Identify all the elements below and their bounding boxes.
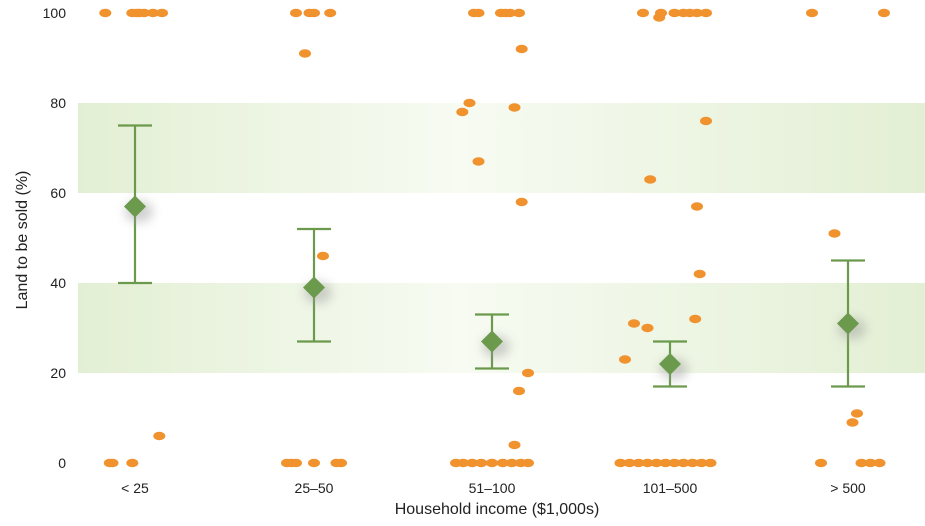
data-point xyxy=(496,458,509,468)
grid-band xyxy=(78,283,925,373)
y-tick-label: 60 xyxy=(50,185,66,201)
data-point xyxy=(472,157,485,166)
data-point xyxy=(806,8,818,18)
data-point xyxy=(815,458,827,468)
data-point xyxy=(138,8,150,18)
grid-bands xyxy=(78,103,925,373)
data-point xyxy=(668,458,681,468)
data-point xyxy=(691,8,703,18)
data-point xyxy=(700,8,712,18)
y-tick-label: 0 xyxy=(58,455,66,471)
data-point xyxy=(106,458,119,468)
data-point xyxy=(644,175,657,184)
data-point xyxy=(691,202,703,211)
data-point xyxy=(623,458,636,468)
data-point xyxy=(855,458,868,468)
data-point xyxy=(846,418,859,427)
data-point xyxy=(619,355,631,364)
data-point xyxy=(472,8,485,18)
data-point xyxy=(637,8,649,18)
data-point xyxy=(515,197,528,207)
y-tick-label: 40 xyxy=(50,275,66,291)
y-tick-label: 80 xyxy=(50,95,66,111)
y-tick-label: 100 xyxy=(43,5,67,21)
data-point xyxy=(475,458,488,468)
mean-markers xyxy=(118,124,866,388)
data-point xyxy=(505,458,518,468)
mean-marker xyxy=(303,276,325,299)
data-point xyxy=(308,8,320,18)
x-tick-label: 51–100 xyxy=(469,480,516,496)
data-point xyxy=(317,251,329,261)
data-point xyxy=(650,458,663,468)
data-point xyxy=(522,458,534,468)
data-point xyxy=(466,458,479,468)
data-point xyxy=(99,8,112,18)
data-point xyxy=(156,8,168,18)
data-point xyxy=(686,458,699,468)
data-point xyxy=(153,431,166,441)
data-point xyxy=(290,8,302,18)
x-tick-label: > 500 xyxy=(830,480,866,496)
data-point xyxy=(508,103,521,112)
data-point xyxy=(463,98,476,108)
data-point xyxy=(693,269,706,279)
data-point xyxy=(486,458,498,468)
data-point xyxy=(641,323,654,333)
data-point xyxy=(335,458,347,468)
data-point xyxy=(864,458,877,468)
data-point xyxy=(873,458,886,468)
data-point xyxy=(641,458,654,468)
data-point xyxy=(324,8,337,18)
data-point xyxy=(689,314,702,324)
data-point xyxy=(308,458,320,468)
data-point xyxy=(700,116,712,126)
data-point xyxy=(513,386,525,396)
data-point xyxy=(668,8,681,18)
y-tick-label: 20 xyxy=(50,365,66,381)
data-point xyxy=(828,229,841,238)
data-point xyxy=(704,458,717,468)
mean-marker xyxy=(659,353,681,375)
data-point xyxy=(878,8,890,18)
x-tick-label: 25–50 xyxy=(295,480,334,496)
data-point xyxy=(659,458,672,468)
data-point xyxy=(614,458,627,468)
data-point xyxy=(851,409,863,418)
data-point xyxy=(513,8,525,18)
grid-band xyxy=(78,103,925,193)
y-axis-ticks: 0 20 40 60 80 100 xyxy=(43,5,67,471)
x-tick-label: 101–500 xyxy=(643,480,698,496)
data-point xyxy=(508,440,521,450)
data-point xyxy=(677,458,690,468)
data-point xyxy=(126,458,139,468)
mean-marker xyxy=(124,195,146,218)
mean-marker xyxy=(481,330,503,353)
y-axis-title: Land to be sold (%) xyxy=(14,171,31,310)
x-tick-label: < 25 xyxy=(121,480,149,496)
x-axis-ticks: < 25 25–50 51–100 101–500 > 500 xyxy=(121,480,866,496)
data-point xyxy=(695,458,708,468)
data-point xyxy=(290,458,302,468)
data-point xyxy=(632,458,645,468)
data-point xyxy=(653,13,666,22)
data-points xyxy=(99,8,890,468)
data-point xyxy=(504,8,516,18)
data-point xyxy=(515,44,528,54)
data-point xyxy=(522,368,534,378)
data-point xyxy=(147,8,159,18)
x-axis-title: Household income ($1,000s) xyxy=(395,501,600,518)
data-point xyxy=(457,458,470,468)
data-point xyxy=(456,107,469,117)
data-point xyxy=(628,319,640,328)
data-point xyxy=(299,49,311,58)
mean-marker xyxy=(837,312,859,335)
